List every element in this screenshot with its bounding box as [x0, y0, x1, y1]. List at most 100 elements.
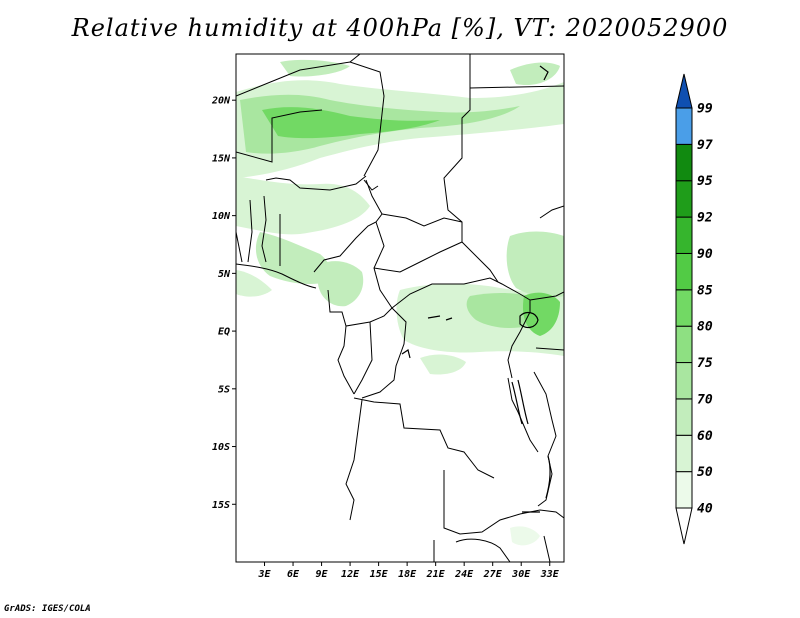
lon-tick-label: 9E — [316, 569, 329, 580]
border-line — [539, 205, 564, 219]
colorbar-swatch — [675, 289, 693, 327]
colorbar-label: 97 — [697, 138, 713, 153]
colorbar-swatch — [675, 107, 693, 145]
credit-text: GrADS: IGES/COLA — [4, 604, 91, 614]
border-line — [236, 231, 243, 263]
lat-tick-label: 10S — [212, 442, 230, 453]
border-line — [313, 179, 383, 273]
border-line — [236, 109, 323, 163]
border-line — [345, 399, 363, 521]
colorbar-label: 90 — [697, 247, 713, 262]
humidity-patch-sahel — [236, 176, 370, 235]
lat-tick-label: 5S — [218, 384, 230, 395]
lake-malawi — [545, 455, 551, 499]
colorbar-label: 50 — [697, 465, 713, 480]
colorbar-label: 95 — [697, 174, 713, 189]
colorbar-swatch — [675, 325, 693, 364]
lon-tick-label: 18E — [398, 569, 417, 580]
colorbar-label: 92 — [697, 211, 713, 226]
border-line — [519, 509, 564, 519]
map-frame — [235, 53, 565, 563]
colorbar-top-arrow — [675, 73, 693, 109]
border-line — [507, 300, 531, 379]
border-line — [391, 277, 531, 309]
border-line — [455, 538, 511, 562]
lat-tick-label: 5N — [218, 269, 231, 280]
colorbar: 40 50 60 70 75 80 85 90 92 95 97 99 — [675, 73, 713, 545]
lake-tanganyika — [511, 381, 523, 425]
colorbar-bottom-arrow — [675, 507, 693, 545]
colorbar-label: 80 — [697, 320, 713, 335]
lon-tick-label: 24E — [454, 569, 474, 580]
border-line — [353, 397, 495, 479]
border-line — [529, 291, 564, 301]
colorbar-label: 99 — [697, 102, 713, 117]
humidity-patch-guinea — [236, 270, 272, 297]
colorbar-swatch — [675, 180, 693, 218]
lon-tick-label: 3E — [257, 569, 271, 580]
colorbar-swatch — [675, 398, 693, 436]
border-line — [443, 54, 499, 283]
humidity-patch-congo — [420, 354, 466, 375]
river-segment — [427, 315, 441, 319]
lat-tick-label: 15S — [212, 500, 230, 511]
border-line — [543, 535, 551, 562]
lat-tick-label: 10N — [212, 211, 231, 222]
river-segment — [445, 317, 453, 321]
colorbar-swatch — [675, 362, 693, 400]
water-bodies — [401, 65, 551, 513]
colorbar-swatch — [675, 471, 693, 509]
lon-tick-label: 15E — [370, 569, 389, 580]
river-segment — [539, 65, 549, 81]
lon-tick-label: 21E — [426, 569, 446, 580]
border-line — [247, 199, 253, 263]
border-line — [337, 325, 355, 395]
border-line — [373, 221, 393, 309]
humidity-patch-cameroon — [318, 261, 364, 307]
colorbar-label: 60 — [697, 429, 713, 444]
colorbar-swatch — [675, 252, 693, 291]
colorbar-swatch — [675, 143, 693, 182]
border-line — [361, 307, 407, 399]
lon-tick-label: 6E — [287, 569, 300, 580]
humidity-band-north-peak — [262, 107, 440, 139]
border-line — [236, 263, 317, 289]
border-line — [469, 85, 564, 89]
lon-tick-label: 30E — [511, 569, 531, 580]
humidity-patch-lakes — [522, 292, 560, 336]
border-line — [349, 54, 361, 63]
border-line — [363, 179, 379, 191]
border-line — [507, 377, 539, 453]
lake-victoria — [519, 311, 539, 329]
humidity-patch-nw — [280, 59, 350, 77]
border-line — [533, 371, 557, 507]
colorbar-label: 75 — [697, 356, 713, 371]
colorbar-swatch — [675, 434, 693, 473]
humidity-patch-ne — [510, 62, 560, 86]
humidity-patch-south — [510, 526, 540, 546]
lat-tick-label: EQ — [218, 327, 230, 338]
humidity-shading — [236, 59, 564, 546]
border-line — [353, 321, 373, 395]
lon-tick-label: 33E — [540, 569, 560, 580]
map-axes: 20N 15N 10N 5N EQ 5S 10S 15S 3E 6E 9E 12E 15E 18E 21E 2… — [211, 96, 560, 580]
border-line — [373, 241, 463, 273]
humidity-patch-eastafrica — [506, 231, 564, 298]
border-line — [236, 61, 385, 177]
lat-tick-label: 15N — [212, 153, 231, 164]
colorbar-label: 70 — [697, 392, 713, 407]
colorbar-swatch — [675, 216, 693, 254]
lon-tick-label: 12E — [341, 569, 360, 580]
lat-tick-label: 20N — [211, 96, 231, 107]
colorbar-label: 40 — [697, 502, 713, 517]
chart-title: Relative humidity at 400hPa [%], VT: 202… — [71, 14, 729, 42]
border-line — [381, 213, 463, 227]
river-segment — [401, 349, 411, 359]
lon-tick-label: 27E — [483, 569, 503, 580]
border-line — [261, 195, 267, 263]
border-line — [265, 175, 367, 191]
border-line — [443, 470, 521, 535]
lake-tanganyika-east — [517, 379, 529, 425]
colorbar-label: 85 — [697, 283, 713, 298]
